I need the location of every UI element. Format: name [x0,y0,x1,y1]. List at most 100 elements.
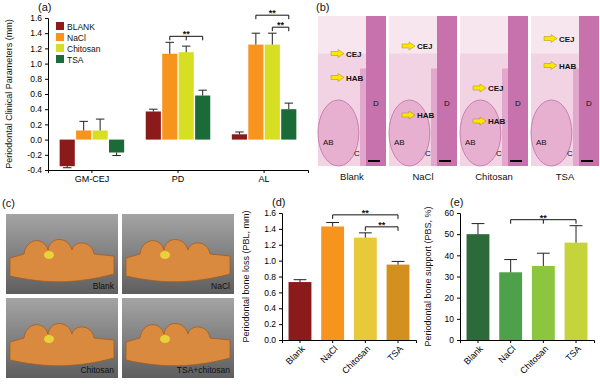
y-tick-mark [457,234,460,235]
y-tick-mark [45,140,48,141]
legend-label: NaCl [67,33,86,43]
bar [565,243,588,340]
y-tick-mark [45,33,48,34]
significance-label: ** [269,8,277,18]
image-label: CEJ [417,42,433,51]
image-background [389,16,457,166]
image-caption: Chitosan [475,171,513,182]
y-tick-label: 0.0 [30,135,42,145]
y-tick-mark [457,277,460,278]
arrow [331,74,344,82]
arrow [402,42,415,50]
image-label: D [444,99,450,108]
render-image: TSA+chitosan [122,298,234,378]
bone-highlight [160,251,170,259]
alveolar-bone [460,100,501,166]
legend-entry: Chitosan [56,44,101,54]
y-tick: 0.0 [264,335,282,345]
x-tick-label: TSA [563,344,582,363]
histology-image: CEJHABABCD [318,16,386,166]
y-tick-label: 0.6 [264,288,276,298]
y-tick: 60 [445,208,460,218]
y-tick: 1.0 [264,256,282,266]
y-tick-mark [45,94,48,95]
y-tick-mark [457,213,460,214]
scale-bar [439,160,451,162]
image-caption: NaCl [211,281,230,291]
x-tick-label: PD [172,174,185,184]
y-tick-mark [279,277,282,278]
y-tick-mark [457,340,460,341]
arrow [473,117,486,125]
bar [93,130,108,139]
significance-label: ** [183,29,191,39]
x-tick-label: NaCl [318,344,339,365]
y-tick-label: 1.6 [264,208,276,218]
error-bar [166,42,174,53]
image-label: AB [536,138,547,147]
y-tick-label: 1.0 [30,59,42,69]
plot-area [467,224,588,340]
image-label: AB [465,138,476,147]
y-tick: 0.2 [30,120,48,130]
y-tick-mark [279,340,282,341]
legend-label: BLANK [67,22,95,32]
image-background [6,214,118,294]
y-tick-label: 1.4 [30,28,42,38]
bar [321,226,344,340]
y-tick-label: 1.2 [30,44,42,54]
legend-swatch [56,55,64,63]
image-background [531,16,599,166]
render-image: NaCl [122,214,234,294]
image-label: HAB [488,117,506,126]
x-tick-mark [576,340,577,343]
dentin [579,16,599,166]
y-tick-label: 1.0 [264,256,276,266]
y-axis-title: Periodontal Clinical Parameters (mm) [4,19,14,169]
image-caption: Chitosan [80,365,114,375]
plot-area [289,223,410,340]
bone-highlight [44,251,54,259]
alveolar-bone [389,100,430,166]
legend-label: TSA [67,55,84,65]
y-tick: 1.6 [264,208,282,218]
scale-bar [510,160,522,162]
x-axis-line [461,341,595,344]
image-label: HAB [417,111,435,120]
x-tick: NaCl [496,340,517,365]
bar [265,45,280,140]
y-tick-mark [279,261,282,262]
x-tick: PD [172,170,185,184]
render-image: Blank [6,214,118,294]
chart-panel: 0102030405060BlankNaClChitosanTSAPeriodo… [423,196,595,376]
legend-entry: BLANK [56,22,95,32]
y-tick-mark [45,48,48,49]
image-label: CEJ [346,50,362,59]
x-tick: Blank [462,340,485,367]
y-tick-mark [45,170,48,171]
bone-highlight [160,335,170,343]
y-tick-label: 1.4 [264,224,276,234]
y-tick: 1.4 [30,28,48,38]
y-tick-label: 0.2 [30,120,42,130]
x-tick-mark [332,340,333,343]
image-label: HAB [346,74,364,83]
error-bar [63,166,71,168]
bar [248,45,263,140]
bar [60,140,75,167]
y-tick: 0.4 [264,303,282,313]
y-axis-line [45,19,49,171]
y-tick: -0.4 [27,165,48,175]
alveolar-bone [318,100,359,166]
image-panel: (c)BlankNaClChitosanTSA+chitosan [2,197,234,378]
x-tick-label: Chitosan [518,344,550,376]
error-bar [285,103,293,109]
x-axis: Blank NaClChitosan TSA [461,340,595,376]
y-tick: 30 [445,272,460,282]
y-tick: 0.4 [30,104,48,114]
y-tick: 0.0 [30,135,48,145]
y-tick: -0.2 [27,150,48,160]
x-tick: TSA [385,340,404,363]
bar [76,130,91,139]
y-tick-label: 50 [445,229,455,239]
